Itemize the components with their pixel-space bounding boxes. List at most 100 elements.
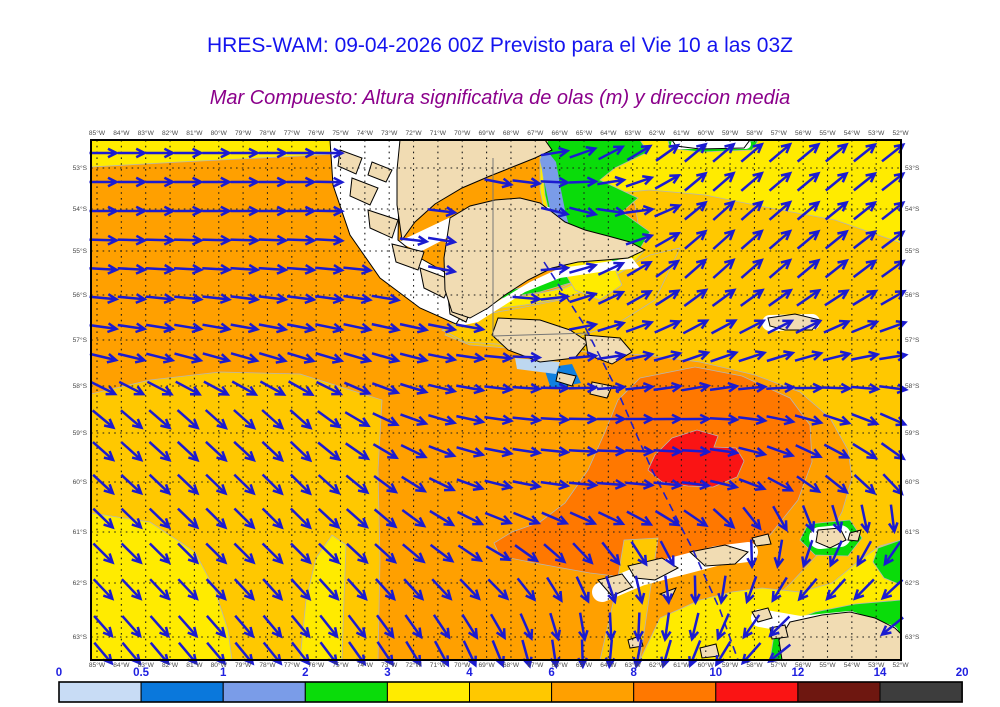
lon-label: 80°W bbox=[211, 129, 228, 137]
lon-label: 59°W bbox=[722, 661, 739, 669]
lon-label: 84°W bbox=[113, 661, 130, 669]
lat-label-right: 56°S bbox=[905, 291, 920, 299]
lon-label: 54°W bbox=[844, 661, 861, 669]
lon-label: 71°W bbox=[430, 661, 447, 669]
lon-label: 66°W bbox=[552, 129, 569, 137]
lon-label: 56°W bbox=[795, 661, 812, 669]
colorbar-segment bbox=[879, 681, 963, 703]
lon-label: 78°W bbox=[259, 661, 276, 669]
lon-label: 75°W bbox=[332, 129, 349, 137]
colorbar-value-label: 14 bbox=[874, 667, 887, 679]
map-frame bbox=[90, 139, 902, 661]
axis-labels: 85°W 85°W 84°W 84°W 83°W 83°W 82°W 82°W 81°W 81°W… bbox=[73, 129, 920, 669]
lon-label: 62°W bbox=[649, 661, 666, 669]
lat-label-left: 55°S bbox=[73, 247, 88, 255]
land-fjord-islet-2 bbox=[349, 177, 379, 206]
colorbar-value-label: 0.5 bbox=[133, 667, 150, 679]
colorbar-segment bbox=[58, 681, 142, 703]
wave-height-colorbar: 0 0.5 1 2 3 4 6 8 10 12 14 20 bbox=[56, 667, 969, 703]
page-subtitle: Mar Compuesto: Altura significativa de o… bbox=[209, 87, 791, 109]
lon-label: 69°W bbox=[478, 129, 495, 137]
lon-label: 65°W bbox=[576, 129, 593, 137]
lon-label: 57°W bbox=[771, 129, 788, 137]
lat-label-left: 53°S bbox=[73, 164, 88, 172]
land-gibbs-islet bbox=[751, 533, 772, 547]
lat-label-left: 59°S bbox=[73, 429, 88, 437]
land-fjord-islet-3 bbox=[367, 209, 399, 239]
lon-label: 63°W bbox=[625, 661, 642, 669]
lat-label-right: 54°S bbox=[905, 205, 920, 213]
lon-label: 57°W bbox=[771, 661, 788, 669]
lon-label: 64°W bbox=[600, 661, 617, 669]
lat-label-left: 58°S bbox=[73, 382, 88, 390]
lat-label-right: 61°S bbox=[905, 528, 920, 536]
colorbar-segment bbox=[797, 681, 881, 703]
colorbar-value-label: 3 bbox=[384, 667, 390, 679]
lat-label-left: 60°S bbox=[73, 478, 88, 486]
lat-label-left: 63°S bbox=[73, 633, 88, 641]
lon-label: 76°W bbox=[308, 661, 325, 669]
lon-label: 58°W bbox=[746, 661, 763, 669]
lon-label: 63°W bbox=[625, 129, 642, 137]
lon-label: 83°W bbox=[138, 661, 155, 669]
lon-label: 79°W bbox=[235, 661, 252, 669]
lon-label: 70°W bbox=[454, 661, 471, 669]
colorbar-value-label: 4 bbox=[466, 667, 473, 679]
lon-label: 74°W bbox=[357, 661, 374, 669]
lon-label: 54°W bbox=[844, 129, 861, 137]
ship-track-dashed-line bbox=[543, 261, 739, 661]
lon-label: 85°W bbox=[89, 129, 106, 137]
lon-label: 72°W bbox=[405, 661, 422, 669]
lon-label: 73°W bbox=[381, 129, 398, 137]
lon-label: 52°W bbox=[892, 661, 909, 669]
lat-label-right: 57°S bbox=[905, 336, 920, 344]
land-shetland-livingston bbox=[627, 557, 680, 581]
lon-label: 69°W bbox=[478, 661, 495, 669]
land-fjord-islet-7 bbox=[367, 161, 393, 183]
lon-label: 82°W bbox=[162, 129, 179, 137]
colorbar-segment bbox=[715, 681, 799, 703]
lon-label: 77°W bbox=[284, 661, 301, 669]
colorbar-segment bbox=[469, 681, 553, 703]
lon-label: 73°W bbox=[381, 661, 398, 669]
lon-label: 81°W bbox=[186, 661, 203, 669]
colorbar-segment bbox=[633, 681, 717, 703]
lon-label: 83°W bbox=[138, 129, 155, 137]
colorbar-value-label: 8 bbox=[630, 667, 637, 679]
colorbar-value-label: 1 bbox=[220, 667, 227, 679]
lon-label: 79°W bbox=[235, 129, 252, 137]
lon-label: 67°W bbox=[527, 129, 544, 137]
lon-label: 81°W bbox=[186, 129, 203, 137]
land-antarctic-peninsula bbox=[778, 611, 901, 660]
lon-label: 60°W bbox=[698, 661, 715, 669]
colorbar-segment bbox=[551, 681, 635, 703]
lon-label: 74°W bbox=[357, 129, 374, 137]
colorbar-segment bbox=[304, 681, 388, 703]
lon-label: 85°W bbox=[89, 661, 106, 669]
lon-label: 55°W bbox=[819, 661, 836, 669]
colorbar-value-label: 6 bbox=[548, 667, 554, 679]
frame bbox=[90, 139, 902, 661]
lon-label: 61°W bbox=[673, 661, 690, 669]
colorbar-segment bbox=[386, 681, 470, 703]
water-hoste-lightblue bbox=[515, 358, 560, 374]
track bbox=[543, 261, 739, 661]
colorbar-value-label: 2 bbox=[302, 667, 308, 679]
lon-label: 62°W bbox=[649, 129, 666, 137]
lon-label: 78°W bbox=[259, 129, 276, 137]
land-tierra-del-fuego bbox=[443, 197, 647, 319]
lon-label: 76°W bbox=[308, 129, 325, 137]
lon-label: 68°W bbox=[503, 129, 520, 137]
lon-label: 71°W bbox=[430, 129, 447, 137]
land-pen-islet-3 bbox=[699, 643, 720, 659]
lat-label-left: 54°S bbox=[73, 205, 88, 213]
land-fjord-islet-5 bbox=[419, 267, 453, 299]
lon-label: 53°W bbox=[868, 129, 885, 137]
lon-label: 75°W bbox=[332, 661, 349, 669]
lat-label-right: 59°S bbox=[905, 429, 920, 437]
colorbar-value-label: 20 bbox=[956, 667, 969, 679]
lon-label: 82°W bbox=[162, 661, 179, 669]
lat-label-left: 57°S bbox=[73, 336, 88, 344]
colorbar-value-label: 10 bbox=[709, 667, 722, 679]
